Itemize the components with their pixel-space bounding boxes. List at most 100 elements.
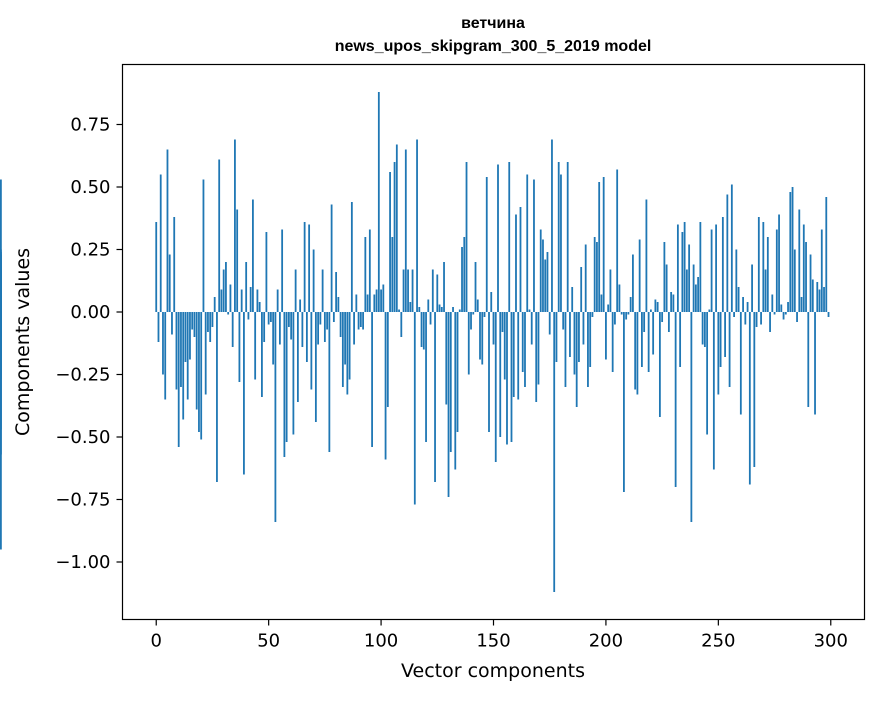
bar-2 (159, 174, 162, 312)
bar-52 (272, 312, 275, 365)
bar-230 (672, 294, 675, 312)
bar-147 (485, 177, 488, 312)
bar-85 (346, 312, 349, 395)
bar-105 (391, 237, 394, 312)
bar-45 (256, 289, 259, 312)
bar-81 (337, 297, 340, 312)
bar-236 (685, 269, 688, 312)
bar-23 (207, 312, 209, 332)
y-tick-label: 0.00 (70, 302, 110, 323)
bar-112 (407, 269, 409, 312)
bar-278 (780, 304, 783, 312)
bar-249 (715, 224, 717, 312)
bar-204 (614, 312, 616, 325)
bar-65 (301, 312, 304, 347)
bar-275 (773, 312, 776, 315)
bar-131 (449, 312, 452, 452)
bar-157 (508, 162, 511, 312)
bar-290 (807, 312, 810, 407)
bar-154 (501, 312, 504, 332)
bar-101 (382, 284, 385, 312)
bar-48 (263, 312, 266, 342)
bar-62 (294, 269, 297, 312)
bar-225 (661, 312, 664, 322)
bar-104 (389, 172, 391, 312)
bar-226 (663, 242, 666, 312)
bar-253 (724, 312, 726, 357)
bar-135 (458, 309, 461, 312)
bar-80 (335, 272, 338, 312)
bar-166 (528, 309, 531, 312)
bar-165 (526, 174, 529, 312)
bar-24 (209, 312, 212, 342)
bar-51 (270, 312, 272, 322)
bar-17 (193, 312, 196, 337)
bar-164 (524, 312, 526, 387)
bar-13 (184, 312, 187, 362)
bar-281 (787, 302, 789, 312)
bar-272 (766, 237, 769, 312)
bar-14 (186, 312, 189, 400)
bar-263 (746, 302, 749, 312)
bar-83 (341, 312, 344, 387)
bar-242 (699, 222, 702, 312)
bar-89 (355, 294, 358, 312)
bar-58 (285, 312, 288, 442)
bar-53 (274, 312, 277, 522)
y-axis-ticks: −1.00 −0.75 −0.50 −0.25 0.00 0.25 0.50 0.75 (55, 115, 123, 573)
bar-25 (211, 312, 214, 327)
x-tick-label: 250 (701, 631, 735, 652)
bar-9 (175, 312, 178, 390)
bar-1 (157, 312, 160, 342)
bar-241 (697, 277, 700, 312)
bar-285 (796, 312, 798, 322)
bar-286 (798, 209, 801, 312)
bar-95 (368, 229, 371, 312)
bar-267 (755, 312, 758, 327)
bar-136 (461, 247, 463, 312)
bar-57 (283, 312, 286, 457)
bar-299 (827, 312, 830, 317)
bar-189 (580, 267, 583, 312)
y-tick-label: −0.25 (55, 365, 110, 386)
bar-178 (555, 312, 558, 362)
bar-160 (515, 214, 517, 312)
bar-66 (303, 222, 306, 312)
bar-130 (447, 312, 450, 497)
bar-179 (557, 162, 560, 312)
bar-72 (317, 312, 320, 345)
bar-118 (420, 312, 423, 347)
bar-224 (658, 312, 661, 417)
bar-93 (364, 237, 367, 312)
bar-28 (218, 159, 221, 312)
bar-205 (616, 169, 619, 312)
bar-41 (247, 312, 250, 320)
bar-140 (470, 312, 472, 330)
bar-246 (708, 309, 711, 312)
bar-190 (582, 312, 585, 345)
bar-279 (782, 312, 785, 320)
bar-219 (647, 312, 650, 372)
bar-276 (775, 229, 778, 312)
bar-88 (353, 312, 355, 345)
bar-259 (737, 287, 740, 312)
bar-255 (728, 312, 731, 387)
bar-202 (609, 269, 612, 312)
bar-169 (535, 312, 538, 402)
bar-102 (384, 312, 387, 460)
x-axis-label: Vector components (401, 660, 585, 682)
bar-10 (177, 312, 180, 447)
bar-170 (537, 312, 540, 385)
bar-174 (546, 252, 549, 312)
bar-126 (438, 304, 441, 312)
bar-106 (393, 162, 396, 312)
bar-35 (234, 139, 236, 312)
bar-107 (395, 144, 398, 312)
bar-237 (688, 244, 691, 312)
bar-133 (454, 312, 457, 470)
bar-254 (726, 194, 729, 312)
bar-137 (463, 237, 466, 312)
bar-76 (326, 312, 329, 330)
